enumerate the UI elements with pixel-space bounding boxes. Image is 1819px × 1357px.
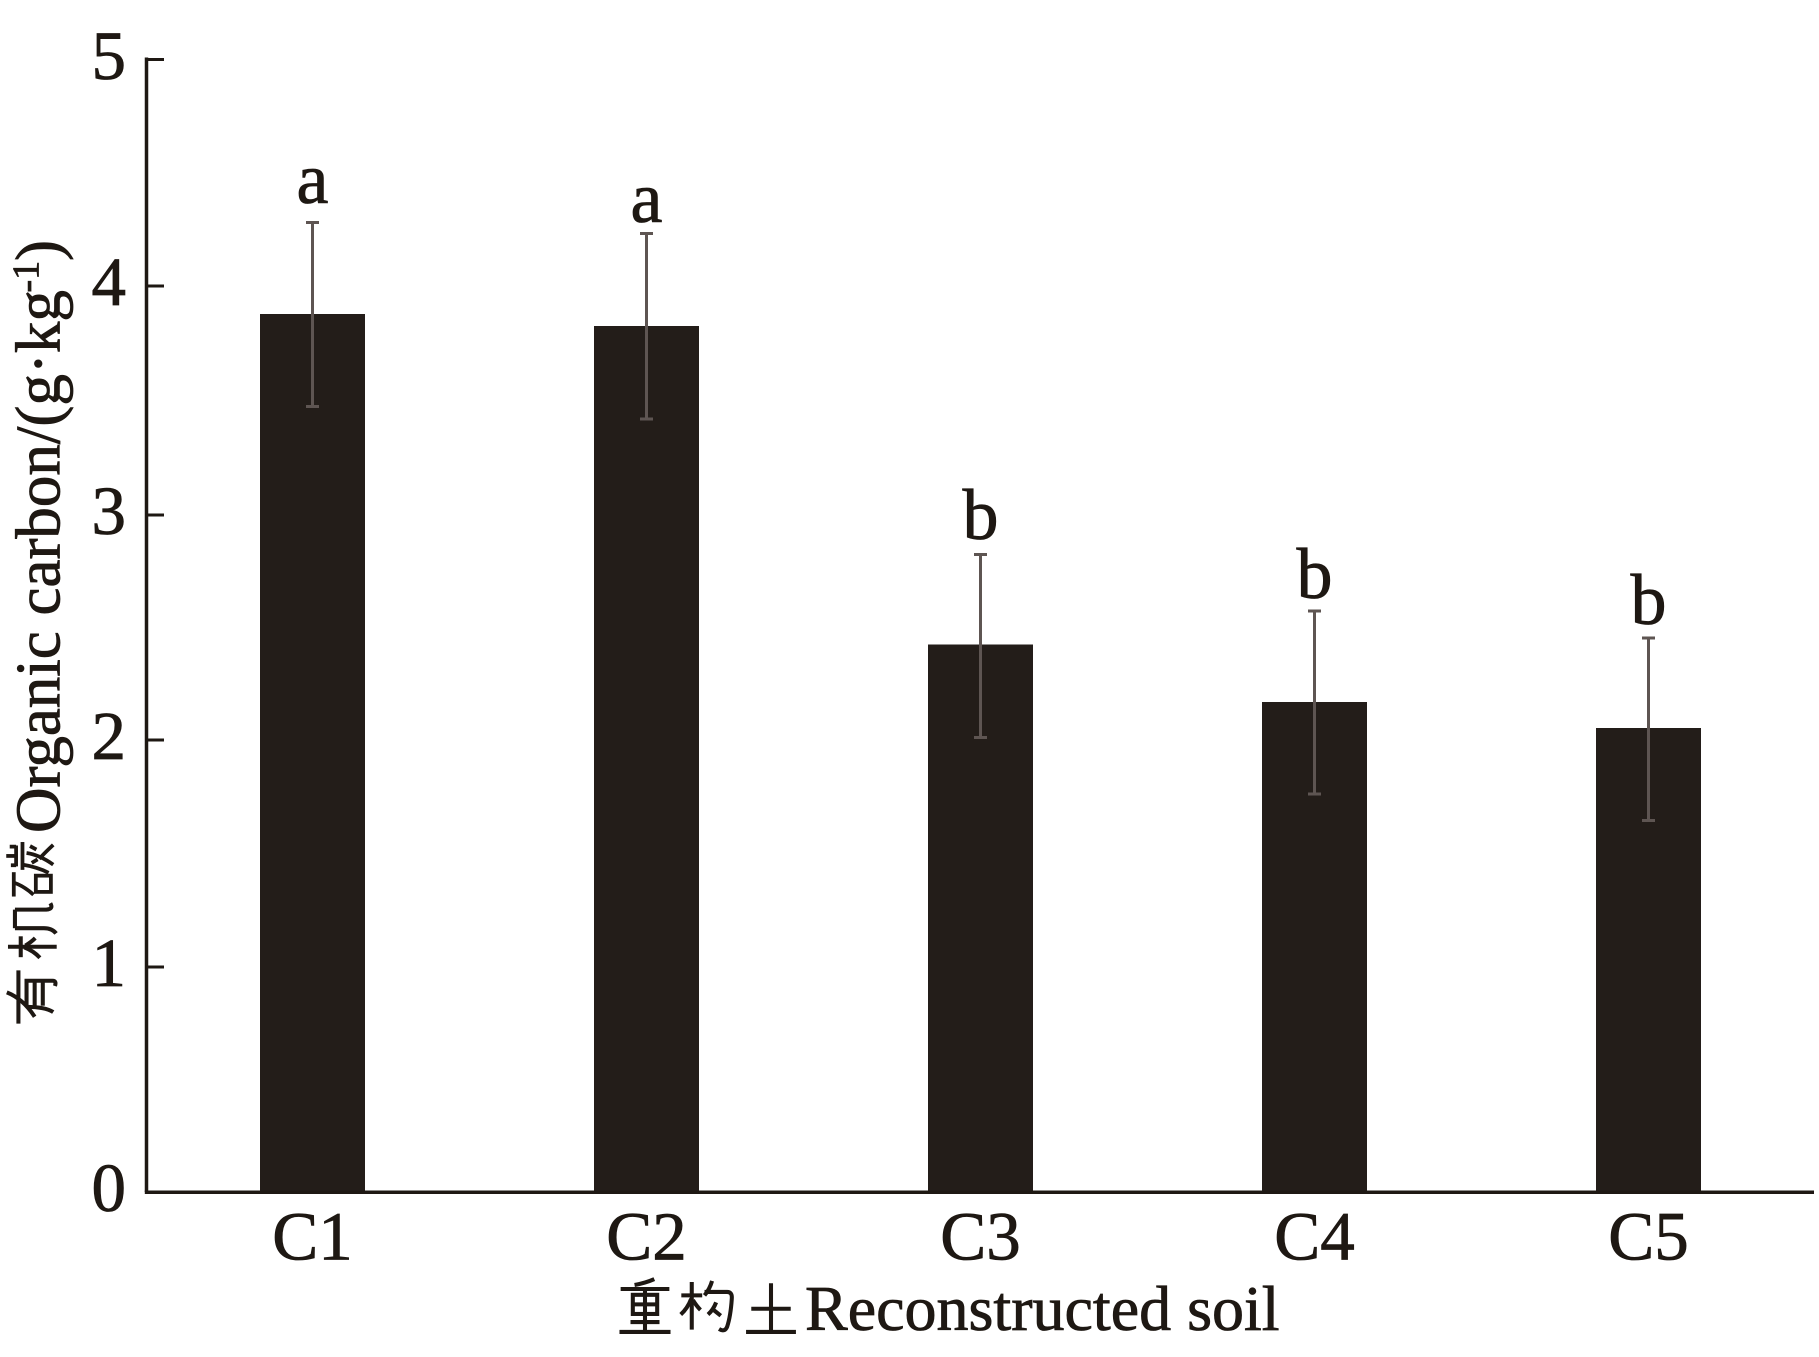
svg-text:C1: C1: [272, 1199, 353, 1275]
svg-text:Organic carbon/(g·kg: Organic carbon/(g·kg: [4, 290, 74, 833]
svg-text:Reconstructed soil: Reconstructed soil: [805, 1273, 1280, 1344]
svg-text:4: 4: [92, 244, 127, 320]
svg-text:0: 0: [92, 1150, 127, 1226]
svg-text:b: b: [1631, 560, 1667, 640]
svg-text:C4: C4: [1274, 1199, 1355, 1275]
svg-text:C2: C2: [606, 1199, 687, 1275]
svg-text:3: 3: [92, 473, 127, 549]
svg-text:b: b: [963, 475, 999, 555]
svg-text:a: a: [631, 158, 663, 238]
svg-text:-1: -1: [6, 261, 48, 293]
svg-text:C5: C5: [1608, 1199, 1689, 1275]
svg-text:2: 2: [92, 698, 127, 774]
svg-text:a: a: [297, 139, 329, 219]
svg-text:C3: C3: [940, 1199, 1021, 1275]
svg-text:1: 1: [92, 925, 127, 1001]
svg-text:5: 5: [92, 18, 127, 94]
svg-text:b: b: [1297, 534, 1333, 614]
svg-text:): ): [4, 240, 74, 261]
